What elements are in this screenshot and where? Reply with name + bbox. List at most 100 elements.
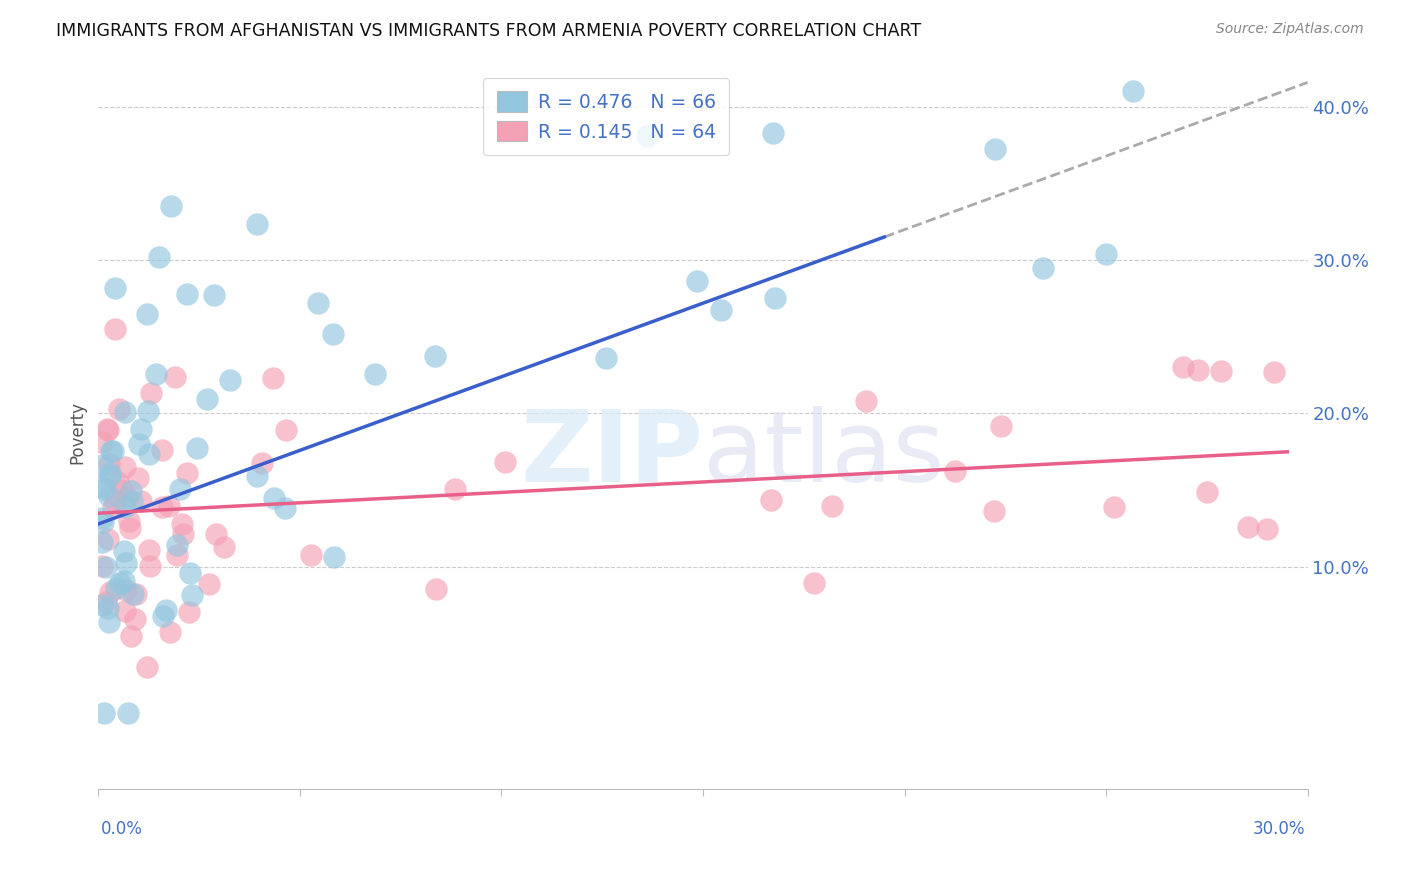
Point [129, 422, 152, 436]
Point [128, 436, 150, 450]
Point [94, 560, 117, 574]
Point [983, 504, 1005, 518]
Point [984, 142, 1007, 156]
Point [114, 460, 136, 475]
Point [91, 511, 114, 525]
Point [157, 500, 180, 514]
Text: 0.0%: 0.0% [101, 820, 143, 838]
Point [94, 595, 117, 609]
Point [1263, 366, 1285, 380]
Point [112, 574, 135, 588]
Point [93, 516, 115, 530]
Point [152, 609, 174, 624]
Point [103, 322, 125, 336]
Text: IMMIGRANTS FROM AFGHANISTAN VS IMMIGRANTS FROM ARMENIA POVERTY CORRELATION CHART: IMMIGRANTS FROM AFGHANISTAN VS IMMIGRANT… [56, 22, 921, 40]
Point [195, 392, 218, 407]
Point [93, 706, 115, 720]
Point [179, 566, 201, 580]
Point [214, 540, 236, 554]
Point [129, 493, 152, 508]
Point [219, 373, 242, 387]
Point [159, 624, 181, 639]
Point [139, 559, 162, 574]
Point [274, 423, 297, 437]
Text: ZIP: ZIP [520, 406, 703, 502]
Point [1121, 84, 1143, 98]
Point [107, 475, 129, 489]
Point [262, 371, 284, 385]
Point [762, 126, 785, 140]
Point [176, 286, 198, 301]
Point [108, 576, 131, 591]
Point [98, 489, 121, 503]
Point [141, 386, 163, 401]
Point [1032, 261, 1054, 276]
Point [595, 351, 617, 365]
Point [423, 349, 446, 363]
Point [155, 603, 177, 617]
Point [135, 307, 157, 321]
Point [125, 586, 148, 600]
Point [821, 500, 844, 514]
Point [108, 401, 131, 416]
Point [169, 482, 191, 496]
Point [205, 526, 228, 541]
Point [1171, 359, 1194, 374]
Point [97, 615, 120, 629]
Point [150, 500, 173, 515]
Point [138, 447, 160, 461]
Point [160, 199, 183, 213]
Point [636, 129, 658, 144]
Point [91, 435, 114, 450]
Point [172, 516, 194, 531]
Point [91, 458, 114, 472]
Point [198, 577, 221, 591]
Point [181, 588, 204, 602]
Legend: R = 0.476   N = 66, R = 0.145   N = 64: R = 0.476 N = 66, R = 0.145 N = 64 [484, 78, 730, 154]
Point [104, 581, 127, 595]
Point [299, 548, 322, 562]
Y-axis label: Poverty: Poverty [69, 401, 87, 464]
Point [166, 548, 188, 562]
Point [91, 535, 114, 549]
Point [1187, 363, 1209, 377]
Point [1237, 519, 1260, 533]
Point [120, 629, 142, 643]
Point [202, 288, 225, 302]
Point [121, 494, 143, 508]
Point [98, 466, 121, 480]
Point [114, 405, 136, 419]
Point [91, 479, 114, 493]
Point [364, 367, 387, 381]
Point [127, 471, 149, 485]
Point [97, 532, 120, 546]
Point [177, 605, 200, 619]
Point [97, 423, 120, 437]
Point [166, 538, 188, 552]
Text: atlas: atlas [703, 406, 945, 502]
Point [101, 444, 124, 458]
Point [686, 274, 709, 288]
Point [186, 442, 208, 456]
Point [98, 585, 121, 599]
Point [150, 442, 173, 457]
Point [98, 468, 121, 483]
Point [163, 370, 186, 384]
Point [855, 393, 877, 408]
Point [425, 582, 447, 596]
Point [1197, 484, 1219, 499]
Point [1095, 247, 1118, 261]
Point [104, 281, 127, 295]
Point [117, 491, 139, 505]
Point [250, 456, 273, 470]
Point [100, 444, 122, 458]
Point [118, 514, 141, 528]
Point [710, 302, 733, 317]
Point [322, 549, 344, 564]
Point [135, 659, 157, 673]
Point [121, 587, 143, 601]
Point [307, 296, 329, 310]
Point [148, 250, 170, 264]
Text: Source: ZipAtlas.com: Source: ZipAtlas.com [1216, 22, 1364, 37]
Point [759, 493, 782, 508]
